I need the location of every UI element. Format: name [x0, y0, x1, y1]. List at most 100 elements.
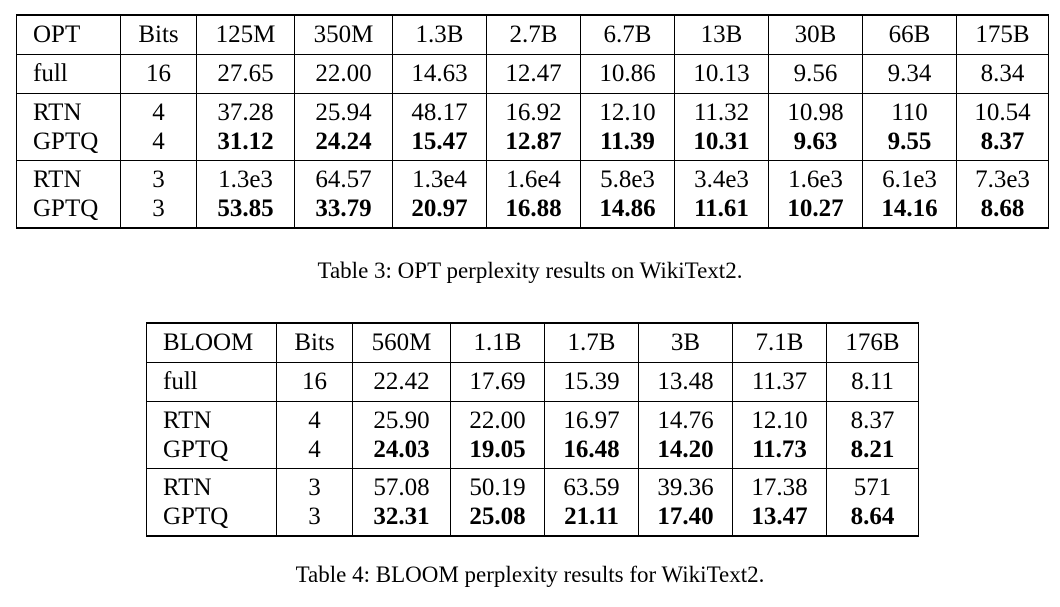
- bold-value: 14.16: [881, 195, 938, 222]
- value-cell: 8.21: [826, 436, 919, 464]
- method-cell: RTN: [16, 165, 121, 195]
- bold-value: 9.55: [887, 128, 932, 155]
- table-row: GPTQ 4 24.03 19.05 16.48 14.20 11.73 8.21: [146, 436, 919, 464]
- table-row: GPTQ 4 31.12 24.24 15.47 12.87 11.39 10.31 9.63 9…: [16, 128, 1049, 156]
- method-cell: RTN: [146, 406, 277, 436]
- value-cell: 24.03: [352, 436, 451, 464]
- column-header: 175B: [956, 20, 1049, 50]
- bold-value: 16.88: [505, 195, 562, 222]
- column-header: Bits: [276, 328, 353, 358]
- bold-value: 8.68: [980, 195, 1025, 222]
- bold-value: 11.39: [600, 128, 655, 155]
- column-header: 30B: [768, 20, 863, 50]
- value-cell: 20.97: [392, 195, 487, 223]
- value-cell: 3.4e3: [674, 165, 769, 195]
- value-cell: 24.24: [294, 128, 393, 156]
- bits-cell: 3: [120, 165, 197, 195]
- value-cell: 9.55: [862, 128, 957, 156]
- value-cell: 11.61: [674, 195, 769, 223]
- table-row: full 16 27.65 22.00 14.63 12.47 10.86 10.13 9.56…: [16, 59, 1049, 89]
- bold-value: 14.86: [599, 195, 656, 222]
- method-cell: full: [16, 59, 121, 89]
- value-cell: 22.00: [294, 59, 393, 89]
- value-cell: 53.85: [196, 195, 295, 223]
- method-cell: RTN: [16, 98, 121, 128]
- value-cell: 8.68: [956, 195, 1049, 223]
- value-cell: 10.86: [580, 59, 675, 89]
- bits-cell: 3: [120, 195, 197, 223]
- value-cell: 17.40: [638, 503, 733, 531]
- value-cell: 10.98: [768, 98, 863, 128]
- value-cell: 13.47: [732, 503, 827, 531]
- column-header: 176B: [826, 328, 919, 358]
- value-cell: 32.31: [352, 503, 451, 531]
- bold-value: 19.05: [469, 436, 526, 463]
- bold-value: 16.48: [563, 436, 620, 463]
- value-cell: 1.3e4: [392, 165, 487, 195]
- bold-value: 53.85: [217, 195, 274, 222]
- bold-value: 8.37: [980, 128, 1025, 155]
- value-cell: 50.19: [450, 473, 545, 503]
- value-cell: 22.42: [352, 367, 451, 397]
- table-row: GPTQ 3 53.85 33.79 20.97 16.88 14.86 11.61 10.27…: [16, 195, 1049, 223]
- value-cell: 8.34: [956, 59, 1049, 89]
- bold-value: 33.79: [315, 195, 372, 222]
- value-cell: 57.08: [352, 473, 451, 503]
- value-cell: 16.97: [544, 406, 639, 436]
- value-cell: 1.3e3: [196, 165, 295, 195]
- value-cell: 19.05: [450, 436, 545, 464]
- value-cell: 110: [862, 98, 957, 128]
- value-cell: 10.54: [956, 98, 1049, 128]
- value-cell: 11.32: [674, 98, 769, 128]
- value-cell: 10.13: [674, 59, 769, 89]
- value-cell: 12.87: [486, 128, 581, 156]
- bold-value: 8.21: [850, 436, 895, 463]
- value-cell: 7.3e3: [956, 165, 1049, 195]
- bold-value: 11.61: [694, 195, 749, 222]
- bloom-table-block: BLOOM Bits 560M 1.1B 1.7B 3B 7.1B 176B full 16 22.…: [146, 322, 919, 537]
- bold-value: 20.97: [411, 195, 468, 222]
- table-row: GPTQ 3 32.31 25.08 21.11 17.40 13.47 8.64: [146, 503, 919, 531]
- value-cell: 14.16: [862, 195, 957, 223]
- value-cell: 9.56: [768, 59, 863, 89]
- bold-value: 25.08: [469, 503, 526, 530]
- bloom-perplexity-table: BLOOM Bits 560M 1.1B 1.7B 3B 7.1B 176B full 16 22.…: [146, 322, 919, 537]
- bits-cell: 16: [276, 367, 353, 397]
- value-cell: 14.86: [580, 195, 675, 223]
- value-cell: 16.92: [486, 98, 581, 128]
- column-header: 560M: [352, 328, 451, 358]
- value-cell: 27.65: [196, 59, 295, 89]
- bold-value: 21.11: [564, 503, 619, 530]
- bold-value: 14.20: [657, 436, 714, 463]
- column-header: OPT: [16, 20, 121, 50]
- value-cell: 5.8e3: [580, 165, 675, 195]
- opt-table-caption: Table 3: OPT perplexity results on WikiT…: [317, 258, 743, 283]
- opt-perplexity-table: OPT Bits 125M 350M 1.3B 2.7B 6.7B 13B 30B 66B 175B…: [16, 14, 1049, 229]
- bold-value: 10.31: [693, 128, 750, 155]
- column-header: 6.7B: [580, 20, 675, 50]
- value-cell: 12.10: [732, 406, 827, 436]
- value-cell: 17.69: [450, 367, 545, 397]
- bits-cell: 3: [276, 473, 353, 503]
- value-cell: 14.63: [392, 59, 487, 89]
- value-cell: 25.08: [450, 503, 545, 531]
- bits-cell: 4: [120, 128, 197, 156]
- bits-cell: 16: [120, 59, 197, 89]
- bold-value: 31.12: [217, 128, 274, 155]
- bold-value: 24.03: [373, 436, 430, 463]
- bold-value: 11.73: [752, 436, 807, 463]
- value-cell: 64.57: [294, 165, 393, 195]
- value-cell: 1.6e4: [486, 165, 581, 195]
- column-header: 13B: [674, 20, 769, 50]
- table-header-row: BLOOM Bits 560M 1.1B 1.7B 3B 7.1B 176B: [146, 328, 919, 358]
- value-cell: 12.47: [486, 59, 581, 89]
- value-cell: 9.63: [768, 128, 863, 156]
- method-cell: RTN: [146, 473, 277, 503]
- value-cell: 8.37: [956, 128, 1049, 156]
- value-cell: 8.11: [826, 367, 919, 397]
- method-cell: GPTQ: [16, 128, 121, 156]
- value-cell: 25.94: [294, 98, 393, 128]
- column-header: 1.3B: [392, 20, 487, 50]
- value-cell: 25.90: [352, 406, 451, 436]
- value-cell: 9.34: [862, 59, 957, 89]
